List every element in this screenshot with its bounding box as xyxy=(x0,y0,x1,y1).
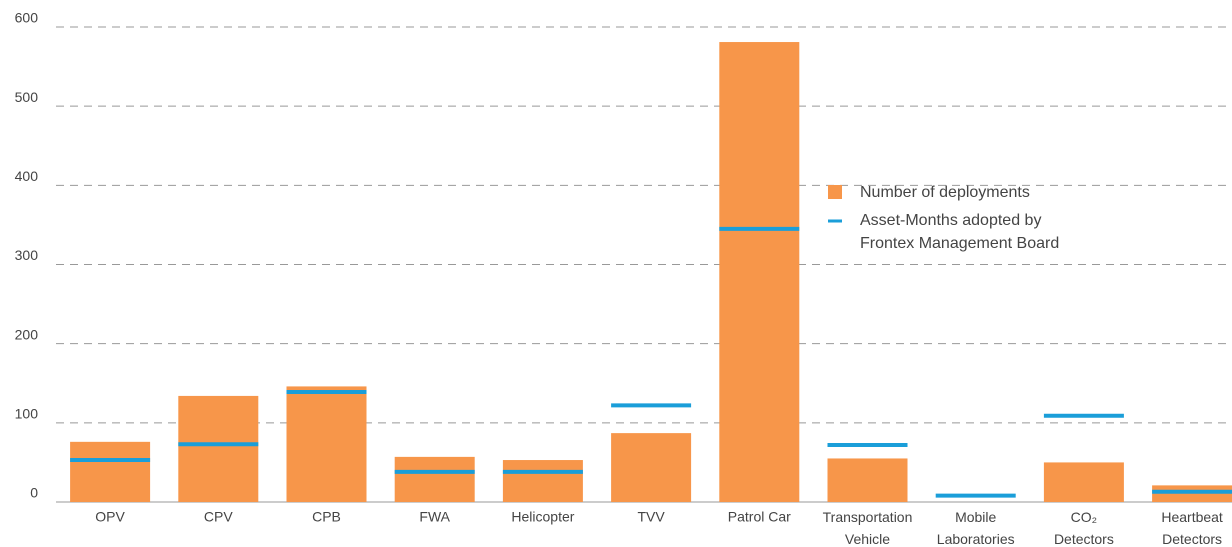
y-tick-label: 300 xyxy=(15,247,39,263)
x-tick-label: CO₂ Detectors xyxy=(1054,509,1114,547)
bar xyxy=(178,395,259,502)
x-tick-label: CPB xyxy=(312,509,341,525)
bar xyxy=(502,460,583,502)
x-tick-label: Transportation Vehicle xyxy=(823,509,913,547)
y-tick-label: 100 xyxy=(15,406,39,422)
y-tick-label: 200 xyxy=(15,326,39,342)
bar xyxy=(1043,462,1124,502)
legend-label: Asset-Months adopted by Frontex Managemen… xyxy=(860,212,1059,252)
bar xyxy=(394,456,475,502)
bar xyxy=(286,386,367,502)
x-tick-label: OPV xyxy=(95,509,125,525)
x-tick-label: CPV xyxy=(204,509,233,525)
bar xyxy=(719,42,800,503)
bar xyxy=(611,433,692,502)
x-tick-label: Helicopter xyxy=(511,509,574,525)
x-tick-label: TVV xyxy=(637,509,665,525)
x-tick-label: FWA xyxy=(419,509,450,525)
x-tick-label: Patrol Car xyxy=(728,509,791,525)
y-tick-label: 600 xyxy=(15,10,39,26)
y-tick-label: 0 xyxy=(30,485,38,501)
y-tick-label: 400 xyxy=(15,168,39,184)
legend-label: Number of deployments xyxy=(860,184,1030,201)
x-tick-label: Heartbeat Detectors xyxy=(1161,509,1223,547)
y-tick-label: 500 xyxy=(15,89,39,105)
bar xyxy=(827,458,908,502)
x-tick-label: Mobile Laboratories xyxy=(937,509,1015,547)
bar xyxy=(70,441,151,502)
legend-swatch xyxy=(828,185,842,199)
